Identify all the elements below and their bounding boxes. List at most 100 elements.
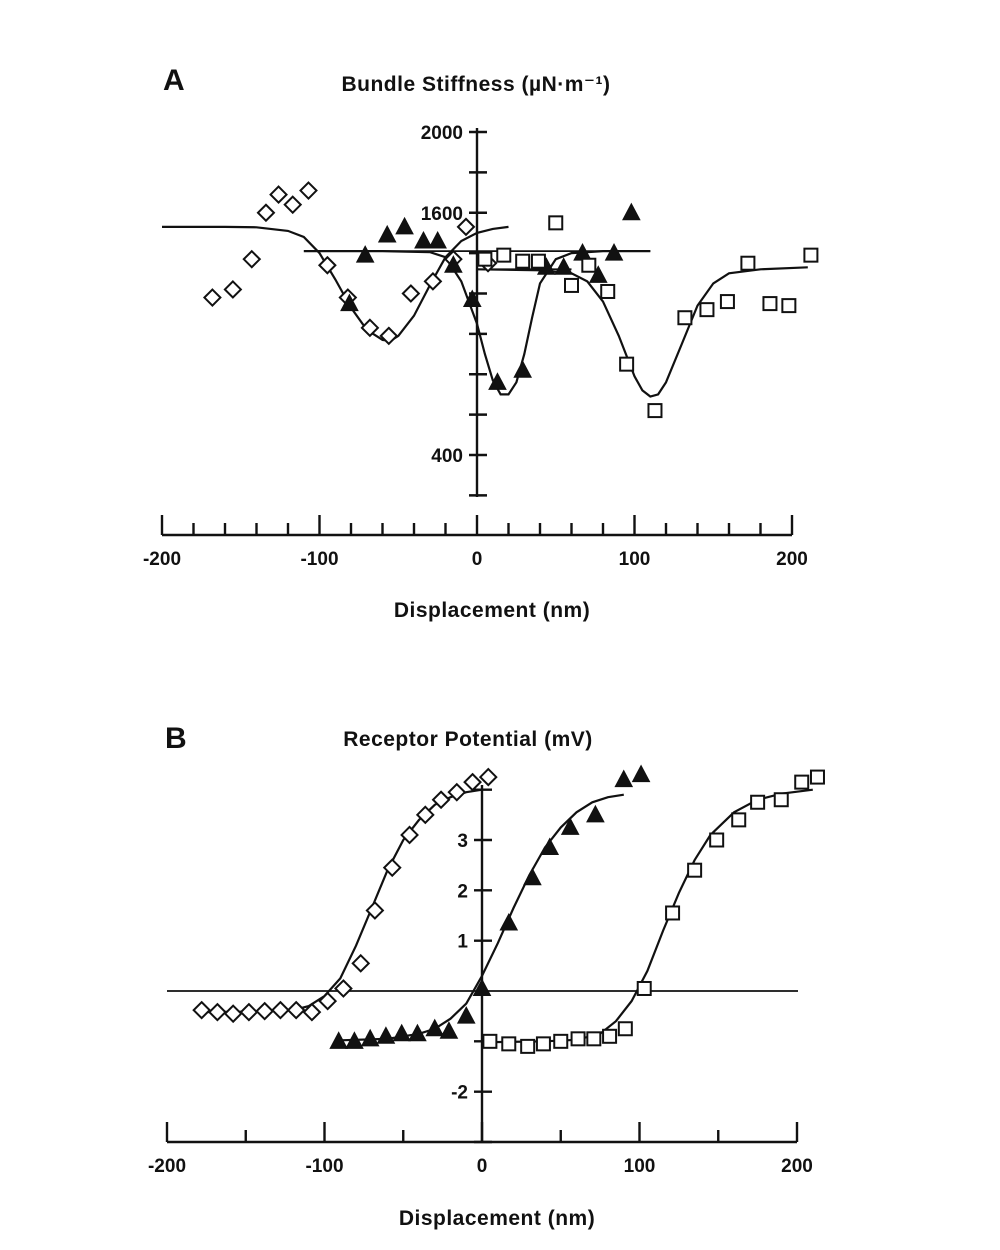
panel-a-x-axis-label: Displacement (nm) [394, 599, 590, 622]
square-open-point [731, 812, 747, 828]
y-tick-label: 3 [457, 831, 468, 852]
square-open-point [773, 792, 789, 808]
x-tick-label: -200 [143, 549, 181, 570]
panel-a-markers [202, 181, 819, 419]
x-tick-label: 0 [477, 1156, 488, 1177]
triangle-filled-point [425, 1018, 445, 1037]
diamond-open-point [242, 249, 262, 269]
y-tick-label: 1600 [421, 204, 463, 225]
square-open-point [803, 247, 819, 263]
square-open-point [570, 1031, 586, 1047]
square-open-point [687, 862, 703, 878]
triangle-filled-point [439, 1021, 459, 1039]
square-open-point [581, 257, 597, 273]
y-tick-label: 2000 [421, 123, 463, 144]
square-open-point [501, 1036, 517, 1052]
diamond-open-point [360, 318, 380, 338]
y-tick-label: 1 [457, 932, 468, 953]
diamond-open-point [239, 1002, 259, 1022]
diamond-open-point [401, 284, 421, 303]
diamond-open-point [256, 203, 276, 223]
square-open-point [781, 298, 797, 314]
square-open-point [520, 1038, 536, 1054]
triangle-filled-point [614, 769, 634, 788]
y-tick-label: -2 [451, 1083, 468, 1104]
square-open-point [482, 1033, 498, 1049]
square-open-point [586, 1031, 602, 1047]
diamond-open-point [415, 805, 435, 825]
x-tick-label: 100 [624, 1156, 656, 1177]
square-open-point [619, 356, 635, 372]
triangle-filled-point [456, 1006, 476, 1024]
diamond-open-point [423, 271, 443, 291]
diamond-open-point [223, 1004, 243, 1024]
fit-curve-1 [198, 788, 483, 1014]
y-tick-label: 400 [431, 446, 463, 467]
triangle-filled-point [513, 360, 533, 378]
triangle-filled-point [329, 1031, 349, 1049]
diamond-open-point [317, 255, 337, 275]
square-open-point [699, 302, 715, 318]
square-open-point [496, 247, 512, 263]
x-tick-label: -100 [300, 549, 338, 570]
triangle-filled-point [586, 804, 605, 823]
panel-b-label: B [165, 722, 187, 755]
square-open-point [794, 774, 810, 790]
diamond-open-point [463, 772, 482, 792]
panel-b: B Receptor Potential (mV) Displacement (… [148, 722, 825, 1230]
diamond-open-point [283, 195, 303, 215]
diamond-open-point [333, 979, 353, 998]
square-open-point [719, 294, 735, 310]
fit-curve-3 [481, 788, 813, 1044]
square-open-point [709, 832, 725, 848]
triangle-filled-point [523, 867, 542, 886]
panel-b-x-axis-label: Displacement (nm) [399, 1207, 595, 1230]
panel-b-title: Receptor Potential (mV) [343, 728, 593, 751]
square-open-point [647, 403, 663, 419]
triangle-filled-point [395, 216, 414, 235]
square-open-point [677, 310, 693, 326]
fit-curve-1 [162, 225, 509, 343]
square-open-point [553, 1033, 569, 1049]
diamond-open-point [400, 825, 419, 845]
square-open-point [665, 905, 681, 921]
diamond-open-point [269, 185, 288, 204]
diamond-open-point [478, 767, 498, 787]
diamond-open-point [192, 1000, 212, 1020]
triangle-filled-point [360, 1028, 380, 1047]
triangle-filled-point [631, 764, 651, 783]
triangle-filled-point [488, 372, 507, 390]
square-open-point [617, 1021, 633, 1037]
panel-b-markers [192, 764, 825, 1054]
fit-curve-2 [303, 250, 651, 396]
x-tick-label: 0 [472, 549, 483, 570]
triangle-filled-point [588, 265, 608, 283]
x-tick-label: -100 [305, 1156, 343, 1177]
square-open-point [740, 255, 756, 271]
diamond-open-point [202, 288, 222, 307]
x-tick-label: -200 [148, 1156, 186, 1177]
square-open-point [762, 296, 778, 312]
square-open-point [809, 769, 825, 785]
square-open-point [535, 1036, 551, 1052]
triangle-filled-point [540, 837, 560, 856]
diamond-open-point [286, 1000, 306, 1020]
fit-curve-3 [476, 266, 808, 398]
triangle-filled-point [408, 1023, 427, 1042]
triangle-filled-point [376, 1026, 396, 1044]
diamond-open-point [379, 326, 399, 346]
diamond-open-point [382, 858, 402, 878]
panel-a-label: A [163, 64, 185, 97]
diamond-open-point [302, 1002, 322, 1022]
diamond-open-point [431, 790, 451, 810]
triangle-filled-point [392, 1023, 412, 1042]
diamond-open-point [456, 217, 476, 237]
panel-a: A Bundle Stiffness (µN·m⁻¹) Displacement… [143, 64, 819, 622]
triangle-filled-point [560, 817, 580, 835]
square-open-point [548, 215, 564, 231]
diamond-open-point [447, 782, 467, 802]
square-open-point [477, 251, 493, 267]
square-open-point [515, 253, 531, 269]
square-open-point [636, 980, 652, 996]
